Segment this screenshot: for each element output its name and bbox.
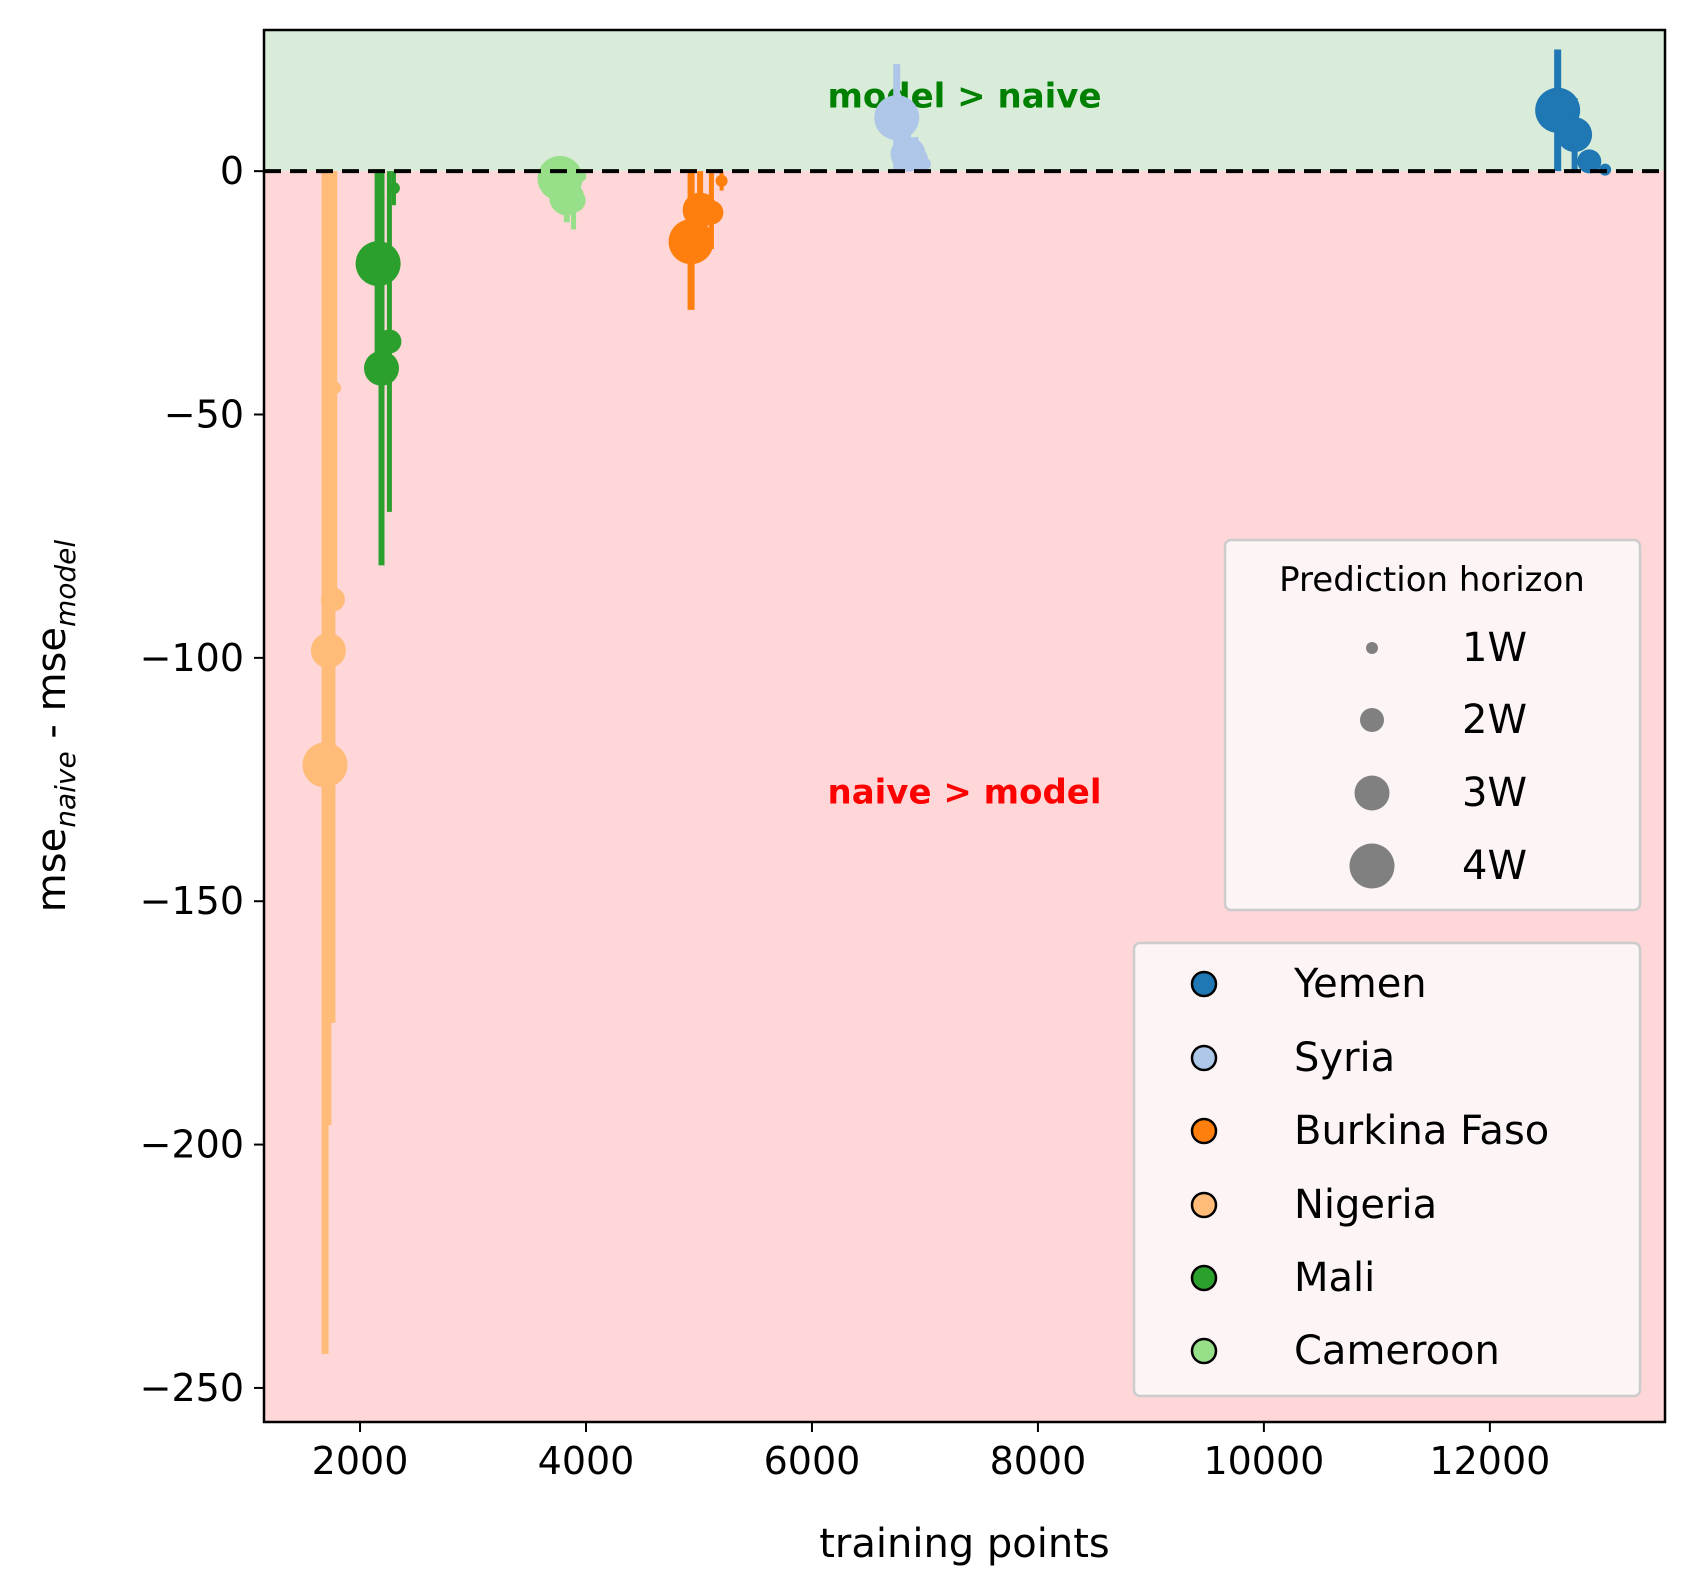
size-legend: Prediction horizon 1W 2W 3W 4W bbox=[1223, 538, 1642, 912]
color-legend-marker bbox=[1190, 970, 1218, 998]
data-point bbox=[561, 188, 586, 213]
x-axis: 2000 4000 6000 8000 10000 12000 training point… bbox=[312, 1422, 1550, 1567]
size-legend-label: 2W bbox=[1462, 697, 1527, 743]
series-syria bbox=[874, 64, 931, 172]
size-legend-title: Prediction horizon bbox=[1279, 560, 1585, 600]
annotation-naive-better: naive > model bbox=[827, 773, 1101, 813]
color-legend-label: Nigeria bbox=[1294, 1182, 1437, 1228]
data-point bbox=[364, 350, 400, 386]
y-tick-label: −200 bbox=[140, 1123, 244, 1167]
data-point bbox=[320, 587, 345, 612]
x-tick-label: 6000 bbox=[764, 1439, 861, 1483]
data-point bbox=[874, 95, 920, 141]
x-tick-label: 4000 bbox=[538, 1439, 635, 1483]
y-axis-title: msenaive - msemodel bbox=[29, 540, 82, 913]
data-point bbox=[302, 742, 348, 788]
y-tick-label: −100 bbox=[140, 636, 244, 680]
size-legend-label: 1W bbox=[1462, 625, 1527, 671]
y-tick-label: −250 bbox=[140, 1366, 244, 1410]
y-axis: 0 −50 −100 −150 −200 −250 msenaive - msemodel bbox=[29, 149, 264, 1410]
color-legend-marker bbox=[1190, 1191, 1218, 1219]
y-tick-label: 0 bbox=[220, 149, 244, 193]
data-point bbox=[387, 182, 400, 195]
annotation-model-better: model > naive bbox=[827, 77, 1101, 117]
series-nigeria bbox=[302, 171, 348, 1354]
y-tick-label: −50 bbox=[164, 393, 244, 437]
data-point bbox=[1557, 117, 1593, 153]
x-tick-label: 12000 bbox=[1429, 1439, 1550, 1483]
y-axis-title-part: model bbox=[49, 540, 82, 627]
color-legend-marker bbox=[1190, 1044, 1218, 1072]
series-mali bbox=[355, 171, 402, 566]
size-legend-marker bbox=[1354, 775, 1390, 811]
data-point bbox=[715, 174, 728, 187]
x-axis-title: training points bbox=[819, 1521, 1110, 1567]
color-legend-label: Burkina Faso bbox=[1294, 1108, 1549, 1154]
size-legend-marker bbox=[1349, 843, 1395, 889]
color-legend-marker bbox=[1190, 1337, 1218, 1365]
data-point bbox=[329, 381, 342, 394]
data-point bbox=[699, 200, 724, 225]
legends: Prediction horizon 1W 2W 3W 4W Yemen Syria Burk… bbox=[1132, 538, 1642, 1398]
data-point bbox=[310, 633, 346, 669]
series-yemen bbox=[1535, 49, 1612, 176]
series-cameroon bbox=[537, 155, 587, 230]
color-legend-label: Cameroon bbox=[1294, 1328, 1500, 1374]
size-legend-marker bbox=[1366, 642, 1378, 654]
color-legend-marker bbox=[1190, 1264, 1218, 1292]
y-tick-label: −150 bbox=[140, 879, 244, 923]
plot-frame bbox=[262, 28, 1667, 1424]
size-legend-marker bbox=[1360, 708, 1384, 732]
x-tick-label: 10000 bbox=[1203, 1439, 1324, 1483]
data-series bbox=[302, 49, 1612, 1354]
color-legend-label: Mali bbox=[1294, 1255, 1375, 1301]
region-above bbox=[264, 30, 1665, 172]
region-annotations: model > naive naive > model bbox=[827, 77, 1101, 813]
y-axis-title-part: - mse bbox=[29, 627, 75, 751]
size-legend-label: 4W bbox=[1462, 843, 1527, 889]
y-axis-title-part: mse bbox=[29, 828, 75, 912]
data-point bbox=[377, 329, 402, 354]
color-legend: Yemen Syria Burkina Faso Nigeria Mali Cameroo… bbox=[1132, 941, 1642, 1398]
color-legend-marker bbox=[1190, 1117, 1218, 1145]
y-axis-title-part: naive bbox=[49, 751, 82, 827]
series-burkina-faso bbox=[668, 171, 728, 310]
size-legend-box bbox=[1223, 538, 1642, 912]
size-legend-label: 3W bbox=[1462, 770, 1527, 816]
x-tick-label: 8000 bbox=[990, 1439, 1087, 1483]
data-point bbox=[1577, 149, 1602, 174]
plot-border bbox=[262, 28, 1667, 1424]
data-point bbox=[918, 157, 931, 170]
data-point bbox=[668, 219, 714, 265]
color-legend-box bbox=[1132, 941, 1642, 1398]
x-tick-label: 2000 bbox=[312, 1439, 409, 1483]
color-legend-label: Syria bbox=[1294, 1035, 1395, 1081]
data-point bbox=[355, 241, 401, 287]
color-legend-label: Yemen bbox=[1293, 961, 1427, 1007]
